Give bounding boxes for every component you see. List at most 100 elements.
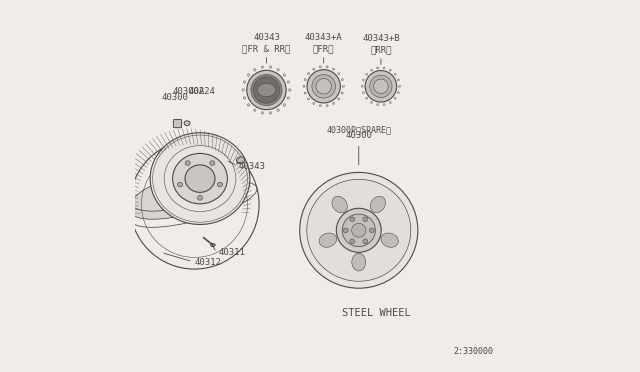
Ellipse shape bbox=[333, 102, 335, 105]
Ellipse shape bbox=[184, 121, 190, 126]
Ellipse shape bbox=[389, 69, 391, 71]
Ellipse shape bbox=[178, 182, 182, 187]
Ellipse shape bbox=[307, 179, 411, 281]
Ellipse shape bbox=[304, 78, 306, 81]
Ellipse shape bbox=[210, 161, 215, 165]
Ellipse shape bbox=[248, 74, 250, 76]
Ellipse shape bbox=[308, 98, 310, 100]
Ellipse shape bbox=[316, 78, 332, 94]
Ellipse shape bbox=[383, 67, 385, 69]
Text: 40224: 40224 bbox=[188, 87, 215, 96]
Ellipse shape bbox=[341, 78, 343, 81]
Ellipse shape bbox=[242, 89, 244, 91]
Text: 40300: 40300 bbox=[346, 131, 372, 140]
Ellipse shape bbox=[185, 161, 190, 165]
Ellipse shape bbox=[341, 92, 343, 94]
Ellipse shape bbox=[332, 196, 348, 213]
Ellipse shape bbox=[344, 228, 348, 232]
Ellipse shape bbox=[397, 92, 399, 94]
Ellipse shape bbox=[313, 68, 315, 70]
Ellipse shape bbox=[243, 81, 246, 83]
Ellipse shape bbox=[383, 104, 385, 106]
Ellipse shape bbox=[350, 217, 355, 222]
Ellipse shape bbox=[342, 214, 375, 247]
Ellipse shape bbox=[362, 92, 364, 94]
Ellipse shape bbox=[370, 196, 385, 213]
Ellipse shape bbox=[304, 92, 306, 94]
Ellipse shape bbox=[362, 79, 364, 81]
Ellipse shape bbox=[300, 172, 418, 288]
Ellipse shape bbox=[377, 104, 379, 106]
Ellipse shape bbox=[350, 239, 355, 244]
Ellipse shape bbox=[277, 109, 279, 111]
FancyBboxPatch shape bbox=[173, 119, 182, 128]
Ellipse shape bbox=[363, 239, 367, 244]
Text: 40343+A
〈FR〉: 40343+A 〈FR〉 bbox=[305, 33, 342, 53]
Text: 40312: 40312 bbox=[195, 258, 221, 267]
Ellipse shape bbox=[394, 73, 396, 75]
Ellipse shape bbox=[326, 66, 328, 68]
Ellipse shape bbox=[338, 98, 340, 100]
Text: 40300P〈SPARE〉: 40300P〈SPARE〉 bbox=[326, 125, 391, 134]
Ellipse shape bbox=[397, 79, 399, 81]
Ellipse shape bbox=[247, 70, 286, 110]
Ellipse shape bbox=[253, 69, 256, 71]
Ellipse shape bbox=[261, 112, 264, 114]
Ellipse shape bbox=[313, 102, 315, 105]
Ellipse shape bbox=[377, 67, 379, 69]
Ellipse shape bbox=[319, 233, 337, 247]
Ellipse shape bbox=[132, 175, 250, 219]
Ellipse shape bbox=[218, 182, 223, 187]
Ellipse shape bbox=[303, 85, 305, 87]
Ellipse shape bbox=[319, 105, 321, 107]
Ellipse shape bbox=[287, 97, 289, 99]
Ellipse shape bbox=[132, 168, 242, 211]
Ellipse shape bbox=[243, 97, 246, 99]
Ellipse shape bbox=[253, 109, 256, 111]
Ellipse shape bbox=[352, 253, 365, 271]
Ellipse shape bbox=[365, 73, 367, 75]
Text: 2:330000: 2:330000 bbox=[454, 347, 493, 356]
Ellipse shape bbox=[371, 69, 372, 71]
Ellipse shape bbox=[326, 105, 328, 107]
Ellipse shape bbox=[389, 102, 391, 103]
Ellipse shape bbox=[362, 85, 364, 87]
Ellipse shape bbox=[333, 68, 335, 70]
Ellipse shape bbox=[257, 83, 276, 97]
Ellipse shape bbox=[289, 89, 291, 91]
Ellipse shape bbox=[399, 85, 401, 87]
Text: 40300: 40300 bbox=[162, 93, 189, 102]
Ellipse shape bbox=[394, 97, 396, 99]
Ellipse shape bbox=[198, 196, 202, 200]
Ellipse shape bbox=[308, 73, 310, 75]
Text: 40343+B
〈RR〉: 40343+B 〈RR〉 bbox=[362, 34, 400, 54]
Text: 40311: 40311 bbox=[218, 248, 245, 257]
Ellipse shape bbox=[319, 66, 321, 68]
Ellipse shape bbox=[283, 104, 285, 106]
Ellipse shape bbox=[374, 79, 388, 94]
Ellipse shape bbox=[307, 70, 340, 103]
Ellipse shape bbox=[381, 233, 398, 247]
Ellipse shape bbox=[283, 74, 285, 76]
Ellipse shape bbox=[248, 104, 250, 106]
Text: STEEL WHEEL: STEEL WHEEL bbox=[342, 308, 411, 318]
Ellipse shape bbox=[269, 112, 272, 114]
Ellipse shape bbox=[173, 153, 227, 204]
Ellipse shape bbox=[365, 71, 397, 102]
Ellipse shape bbox=[211, 244, 215, 247]
Ellipse shape bbox=[351, 223, 366, 237]
Ellipse shape bbox=[363, 217, 367, 222]
Ellipse shape bbox=[261, 66, 264, 68]
Ellipse shape bbox=[185, 165, 215, 192]
Text: 40343: 40343 bbox=[238, 162, 265, 171]
Ellipse shape bbox=[342, 85, 344, 87]
Ellipse shape bbox=[269, 66, 272, 68]
Ellipse shape bbox=[312, 74, 335, 98]
Ellipse shape bbox=[365, 97, 367, 99]
Text: 40343
〈FR & RR〉: 40343 〈FR & RR〉 bbox=[243, 33, 291, 53]
Ellipse shape bbox=[277, 69, 279, 71]
Ellipse shape bbox=[237, 157, 244, 163]
Text: 40300A: 40300A bbox=[172, 87, 205, 96]
Ellipse shape bbox=[369, 228, 374, 232]
Ellipse shape bbox=[338, 73, 340, 75]
